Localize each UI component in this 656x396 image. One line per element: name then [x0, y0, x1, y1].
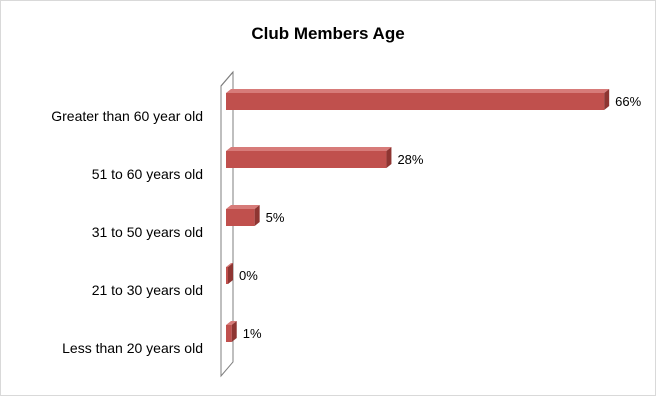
bar [226, 89, 610, 110]
bar-side-face [604, 89, 610, 110]
bar [226, 147, 392, 168]
bar-front-face [226, 209, 255, 226]
data-label: 28% [397, 152, 423, 167]
category-label: 31 to 50 years old [92, 224, 203, 240]
bar-side-face [228, 263, 233, 284]
data-label: 5% [266, 210, 285, 225]
bars-layer [226, 89, 610, 342]
data-label: 1% [243, 326, 262, 341]
chart-title: Club Members Age [251, 24, 405, 43]
category-label: 51 to 60 years old [92, 166, 203, 182]
labels-layer: 66% Greater than 60 year old 28% 51 to 60 y… [51, 94, 641, 356]
bar-top-face [226, 147, 392, 151]
bar-side-face [386, 147, 392, 168]
bar [226, 321, 237, 342]
bar-top-face [226, 205, 260, 209]
data-label: 0% [239, 268, 258, 283]
bar-side-face [231, 321, 237, 342]
bar-front-face [226, 325, 232, 342]
bar-top-face [226, 89, 610, 93]
axis-wall-top [220, 71, 234, 87]
category-label: 21 to 30 years old [92, 282, 203, 298]
bar-side-face [254, 205, 260, 226]
bar-front-face [226, 151, 387, 168]
category-label: Greater than 60 year old [51, 108, 203, 124]
bar-top-face [226, 321, 237, 325]
bar [226, 205, 260, 226]
bar-front-face [226, 93, 605, 110]
bar [226, 263, 233, 284]
data-label: 66% [615, 94, 641, 109]
bar-front-face [226, 267, 228, 284]
bar-top-face [226, 263, 233, 267]
category-label: Less than 20 years old [62, 340, 203, 356]
